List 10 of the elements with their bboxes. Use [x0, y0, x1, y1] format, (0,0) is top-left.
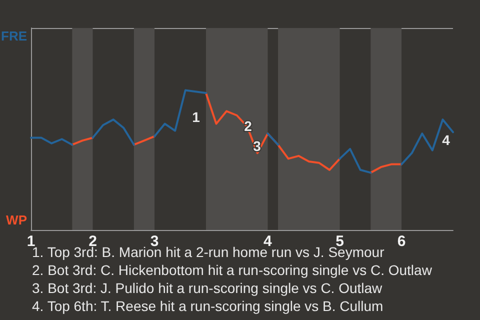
annotation: 1 [192, 109, 200, 125]
x-tick-label: 3 [150, 233, 159, 250]
annotation: 4 [442, 132, 450, 148]
text: 4. Top 6th: T. Reese hit a run-scoring single vs B. Cullum [32, 298, 384, 314]
x-tick-label: 4 [264, 233, 273, 250]
text: 3. Bot 3rd: J. Pulido hit a run-scoring single vs C. Outlaw [32, 280, 384, 296]
text: 2. Bot 3rd: C. Hickenbottom hit a run-scoring single vs C. Outlaw [32, 262, 433, 278]
x-tick-label: 6 [397, 233, 406, 250]
text: FRE [1, 28, 28, 44]
text: WP [6, 212, 28, 228]
